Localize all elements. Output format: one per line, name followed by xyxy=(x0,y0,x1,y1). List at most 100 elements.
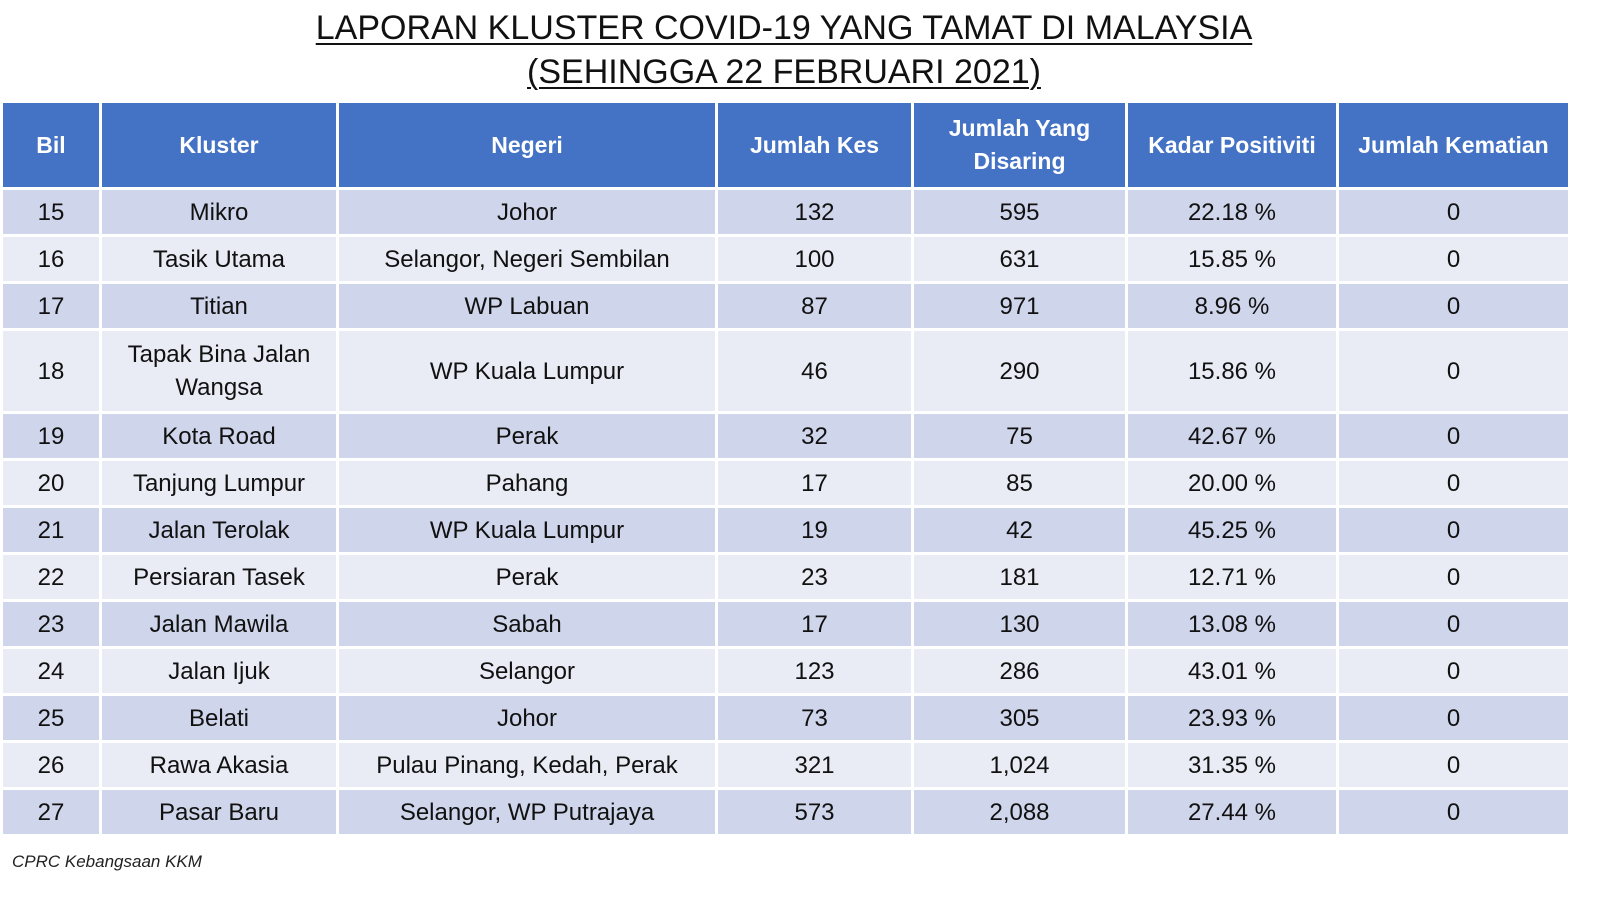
cell-jumlah-kes: 46 xyxy=(715,328,914,414)
cell-jumlah-kes: 573 xyxy=(715,787,914,837)
cell-jumlah-disaring: 290 xyxy=(911,328,1128,414)
cell-jumlah-disaring: 181 xyxy=(911,552,1128,602)
cell-kadar-positiviti: 42.67 % xyxy=(1125,411,1339,461)
cell-jumlah-disaring: 75 xyxy=(911,411,1128,461)
cell-jumlah-kes: 123 xyxy=(715,646,914,696)
page-title: LAPORAN KLUSTER COVID-19 YANG TAMAT DI M… xyxy=(0,6,1568,94)
cell-jumlah-kes: 132 xyxy=(715,187,914,237)
cell-kluster: Jalan Ijuk xyxy=(99,646,339,696)
cell-kluster: Pasar Baru xyxy=(99,787,339,837)
cell-negeri: Perak xyxy=(336,411,718,461)
cell-jumlah-kematian: 0 xyxy=(1336,505,1571,555)
cell-bil: 25 xyxy=(0,693,102,743)
table-row: 15 Mikro Johor 132 595 22.18 % 0 xyxy=(0,187,1571,237)
cell-bil: 22 xyxy=(0,552,102,602)
cell-jumlah-kematian: 0 xyxy=(1336,234,1571,284)
column-header-jumlah-kematian: Jumlah Kematian xyxy=(1336,100,1571,190)
cell-jumlah-kes: 23 xyxy=(715,552,914,602)
cell-jumlah-disaring: 1,024 xyxy=(911,740,1128,790)
cell-bil: 27 xyxy=(0,787,102,837)
cell-negeri: Pulau Pinang, Kedah, Perak xyxy=(336,740,718,790)
cell-kluster: Mikro xyxy=(99,187,339,237)
cell-kadar-positiviti: 22.18 % xyxy=(1125,187,1339,237)
cell-kluster: Titian xyxy=(99,281,339,331)
cell-negeri: Pahang xyxy=(336,458,718,508)
cell-kluster: Jalan Mawila xyxy=(99,599,339,649)
cell-jumlah-kematian: 0 xyxy=(1336,599,1571,649)
cell-jumlah-kematian: 0 xyxy=(1336,646,1571,696)
table-row: 18 Tapak Bina Jalan Wangsa WP Kuala Lump… xyxy=(0,328,1571,414)
cell-jumlah-kes: 17 xyxy=(715,458,914,508)
cell-jumlah-disaring: 631 xyxy=(911,234,1128,284)
cell-kadar-positiviti: 15.86 % xyxy=(1125,328,1339,414)
column-header-kadar-positiviti: Kadar Positiviti xyxy=(1125,100,1339,190)
cell-kluster: Tasik Utama xyxy=(99,234,339,284)
cell-bil: 16 xyxy=(0,234,102,284)
cell-jumlah-kes: 87 xyxy=(715,281,914,331)
cell-bil: 17 xyxy=(0,281,102,331)
cell-kadar-positiviti: 31.35 % xyxy=(1125,740,1339,790)
cell-negeri: Selangor, Negeri Sembilan xyxy=(336,234,718,284)
cell-jumlah-disaring: 42 xyxy=(911,505,1128,555)
table-row: 24 Jalan Ijuk Selangor 123 286 43.01 % 0 xyxy=(0,646,1571,696)
cell-kluster: Persiaran Tasek xyxy=(99,552,339,602)
table-row: 25 Belati Johor 73 305 23.93 % 0 xyxy=(0,693,1571,743)
cell-kadar-positiviti: 20.00 % xyxy=(1125,458,1339,508)
cell-jumlah-kematian: 0 xyxy=(1336,787,1571,837)
table-row: 22 Persiaran Tasek Perak 23 181 12.71 % … xyxy=(0,552,1571,602)
table-row: 27 Pasar Baru Selangor, WP Putrajaya 573… xyxy=(0,787,1571,837)
cell-jumlah-kes: 321 xyxy=(715,740,914,790)
column-header-kluster: Kluster xyxy=(99,100,339,190)
table-row: 26 Rawa Akasia Pulau Pinang, Kedah, Pera… xyxy=(0,740,1571,790)
cell-jumlah-kes: 19 xyxy=(715,505,914,555)
cell-kadar-positiviti: 43.01 % xyxy=(1125,646,1339,696)
cell-negeri: WP Kuala Lumpur xyxy=(336,328,718,414)
column-header-negeri: Negeri xyxy=(336,100,718,190)
cell-negeri: WP Kuala Lumpur xyxy=(336,505,718,555)
table-row: 16 Tasik Utama Selangor, Negeri Sembilan… xyxy=(0,234,1571,284)
cell-jumlah-kes: 17 xyxy=(715,599,914,649)
cell-kadar-positiviti: 15.85 % xyxy=(1125,234,1339,284)
cell-jumlah-disaring: 286 xyxy=(911,646,1128,696)
cell-bil: 20 xyxy=(0,458,102,508)
cell-bil: 18 xyxy=(0,328,102,414)
cell-jumlah-kes: 100 xyxy=(715,234,914,284)
cell-bil: 15 xyxy=(0,187,102,237)
cell-jumlah-kematian: 0 xyxy=(1336,187,1571,237)
cell-jumlah-kematian: 0 xyxy=(1336,552,1571,602)
cell-kluster: Tapak Bina Jalan Wangsa xyxy=(99,328,339,414)
cell-bil: 23 xyxy=(0,599,102,649)
cell-jumlah-kematian: 0 xyxy=(1336,328,1571,414)
column-header-jumlah-kes: Jumlah Kes xyxy=(715,100,914,190)
cell-jumlah-kematian: 0 xyxy=(1336,740,1571,790)
title-line-1: LAPORAN KLUSTER COVID-19 YANG TAMAT DI M… xyxy=(315,9,1253,47)
cell-kadar-positiviti: 27.44 % xyxy=(1125,787,1339,837)
cell-jumlah-kematian: 0 xyxy=(1336,281,1571,331)
cell-jumlah-disaring: 85 xyxy=(911,458,1128,508)
cell-bil: 21 xyxy=(0,505,102,555)
column-header-jumlah-disaring: Jumlah Yang Disaring xyxy=(911,100,1128,190)
cell-kadar-positiviti: 8.96 % xyxy=(1125,281,1339,331)
cluster-table: Bil Kluster Negeri Jumlah Kes Jumlah Yan… xyxy=(0,100,1571,837)
cell-jumlah-disaring: 130 xyxy=(911,599,1128,649)
cell-kluster: Tanjung Lumpur xyxy=(99,458,339,508)
cell-jumlah-disaring: 2,088 xyxy=(911,787,1128,837)
table-row: 19 Kota Road Perak 32 75 42.67 % 0 xyxy=(0,411,1571,461)
column-header-bil: Bil xyxy=(0,100,102,190)
table-row: 17 Titian WP Labuan 87 971 8.96 % 0 xyxy=(0,281,1571,331)
cell-jumlah-disaring: 305 xyxy=(911,693,1128,743)
source-footer: CPRC Kebangsaan KKM xyxy=(12,852,202,871)
cell-jumlah-kematian: 0 xyxy=(1336,458,1571,508)
cell-jumlah-disaring: 595 xyxy=(911,187,1128,237)
cell-kadar-positiviti: 12.71 % xyxy=(1125,552,1339,602)
cell-kluster: Rawa Akasia xyxy=(99,740,339,790)
cell-negeri: Johor xyxy=(336,187,718,237)
cell-jumlah-kes: 32 xyxy=(715,411,914,461)
cell-jumlah-kematian: 0 xyxy=(1336,693,1571,743)
cell-kadar-positiviti: 23.93 % xyxy=(1125,693,1339,743)
cell-jumlah-disaring: 971 xyxy=(911,281,1128,331)
cell-bil: 24 xyxy=(0,646,102,696)
cell-negeri: Sabah xyxy=(336,599,718,649)
cell-negeri: Johor xyxy=(336,693,718,743)
cell-bil: 26 xyxy=(0,740,102,790)
